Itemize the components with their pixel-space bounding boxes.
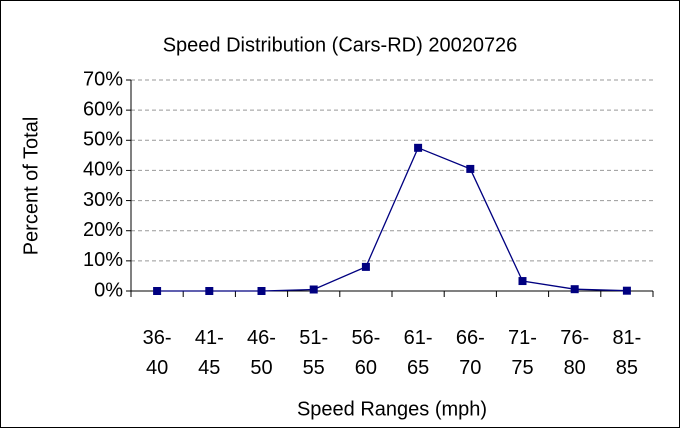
x-tick-label: 61-65 bbox=[403, 327, 433, 379]
x-tick-label: 66-70 bbox=[455, 327, 485, 379]
x-tick-label: 71-75 bbox=[508, 327, 537, 379]
x-tick-label: 41-45 bbox=[194, 327, 224, 379]
y-tick-label: 60% bbox=[83, 98, 123, 120]
y-tick-label: 70% bbox=[83, 68, 123, 90]
y-tick-label: 40% bbox=[83, 159, 123, 181]
x-tick-label: 81-85 bbox=[612, 327, 642, 379]
x-tick-label: 56-60 bbox=[351, 327, 381, 379]
y-axis-label: Percent of Total bbox=[20, 117, 42, 256]
x-tick-label: 51-55 bbox=[299, 327, 329, 379]
data-marker bbox=[518, 277, 527, 286]
data-marker bbox=[570, 285, 579, 294]
data-marker bbox=[414, 143, 423, 152]
x-tick-label: 36-40 bbox=[142, 327, 172, 379]
x-axis-label: Speed Ranges (mph) bbox=[297, 398, 487, 420]
chart-title: Speed Distribution (Cars-RD) 20020726 bbox=[163, 34, 518, 56]
data-marker bbox=[205, 287, 214, 295]
y-tick-label: 20% bbox=[83, 219, 123, 241]
y-tick-label: 10% bbox=[83, 249, 123, 271]
data-marker bbox=[622, 286, 631, 295]
data-marker bbox=[361, 262, 370, 271]
data-marker bbox=[153, 287, 162, 295]
y-tick-label: 50% bbox=[83, 129, 123, 151]
data-marker bbox=[309, 285, 318, 294]
data-marker bbox=[257, 287, 266, 295]
y-tick-label: 0% bbox=[94, 279, 123, 301]
y-tick-label: 30% bbox=[83, 189, 123, 211]
data-line bbox=[157, 146, 627, 292]
x-tick-label: 46-50 bbox=[247, 327, 276, 379]
x-tick-label: 76-80 bbox=[560, 327, 590, 379]
data-marker bbox=[466, 164, 475, 173]
